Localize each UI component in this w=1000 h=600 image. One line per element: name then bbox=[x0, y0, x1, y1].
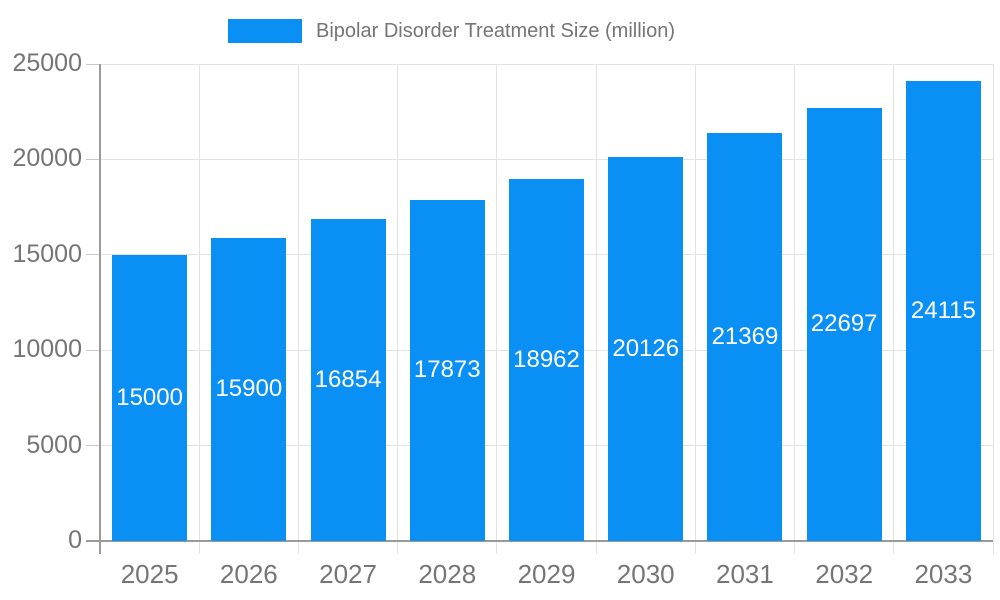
gridline-v-3 bbox=[397, 64, 399, 554]
gridline-v-6 bbox=[694, 64, 696, 554]
gridline-v-8 bbox=[893, 64, 895, 554]
bar-value-label-2032: 22697 bbox=[810, 310, 878, 338]
gridline-v-4 bbox=[496, 64, 498, 554]
bar-value-label-2027: 16854 bbox=[314, 366, 382, 394]
x-tick-label-2025: 2025 bbox=[120, 559, 179, 589]
y-tick-label-5000: 5000 bbox=[26, 430, 82, 459]
x-tick-label-2026: 2026 bbox=[219, 559, 278, 589]
bar-value-label-2029: 18962 bbox=[513, 346, 580, 374]
bar-2028[interactable] bbox=[409, 199, 485, 541]
x-tick-label-2028: 2028 bbox=[418, 559, 477, 589]
bar-value-label-2025: 15000 bbox=[116, 383, 183, 411]
y-axis-line bbox=[99, 64, 101, 554]
bar-2033[interactable] bbox=[905, 80, 981, 541]
gridline-v-1 bbox=[198, 64, 200, 554]
bar-value-label-2026: 15900 bbox=[215, 375, 283, 403]
legend-swatch-icon bbox=[228, 19, 302, 43]
bar-2026[interactable] bbox=[211, 237, 287, 541]
y-tick-label-15000: 15000 bbox=[12, 239, 82, 268]
gridline-v-5 bbox=[595, 64, 597, 554]
y-tick-label-10000: 10000 bbox=[12, 335, 82, 364]
x-tick-label-2032: 2032 bbox=[815, 559, 874, 589]
x-tick-label-2029: 2029 bbox=[517, 559, 576, 589]
y-tick-mark-20000 bbox=[86, 158, 100, 160]
bar-2030[interactable] bbox=[608, 156, 684, 541]
y-tick-mark-10000 bbox=[86, 349, 100, 351]
bar-value-label-2033: 24115 bbox=[910, 296, 976, 324]
legend-item-treatment-size[interactable]: Bipolar Disorder Treatment Size (million… bbox=[228, 19, 675, 43]
bar-2025[interactable] bbox=[112, 254, 188, 541]
y-tick-label-20000: 20000 bbox=[12, 144, 82, 173]
x-tick-label-2030: 2030 bbox=[616, 559, 675, 589]
gridline-v-9 bbox=[992, 64, 994, 554]
y-tick-label-0: 0 bbox=[68, 526, 82, 554]
bar-value-label-2031: 21369 bbox=[711, 323, 779, 351]
gridline-v-7 bbox=[794, 64, 796, 554]
x-tick-label-2031: 2031 bbox=[716, 559, 774, 589]
bar-2032[interactable] bbox=[806, 107, 882, 541]
bar-value-label-2028: 17873 bbox=[413, 356, 481, 384]
gridline-h-20000 bbox=[100, 158, 993, 160]
y-tick-label-25000: 25000 bbox=[12, 49, 82, 77]
y-tick-mark-15000 bbox=[86, 254, 100, 256]
y-tick-mark-5000 bbox=[86, 445, 100, 447]
x-tick-label-2033: 2033 bbox=[914, 559, 973, 589]
y-tick-mark-25000 bbox=[86, 63, 100, 65]
gridline-h-25000 bbox=[100, 63, 993, 65]
legend-label: Bipolar Disorder Treatment Size (million… bbox=[316, 19, 676, 42]
bar-2031[interactable] bbox=[707, 133, 783, 541]
bar-2029[interactable] bbox=[509, 179, 584, 541]
bar-2027[interactable] bbox=[310, 219, 386, 541]
x-axis-line bbox=[86, 540, 993, 542]
bar-value-label-2030: 20126 bbox=[612, 334, 680, 362]
gridline-v-2 bbox=[297, 64, 299, 554]
x-tick-label-2027: 2027 bbox=[319, 559, 377, 589]
